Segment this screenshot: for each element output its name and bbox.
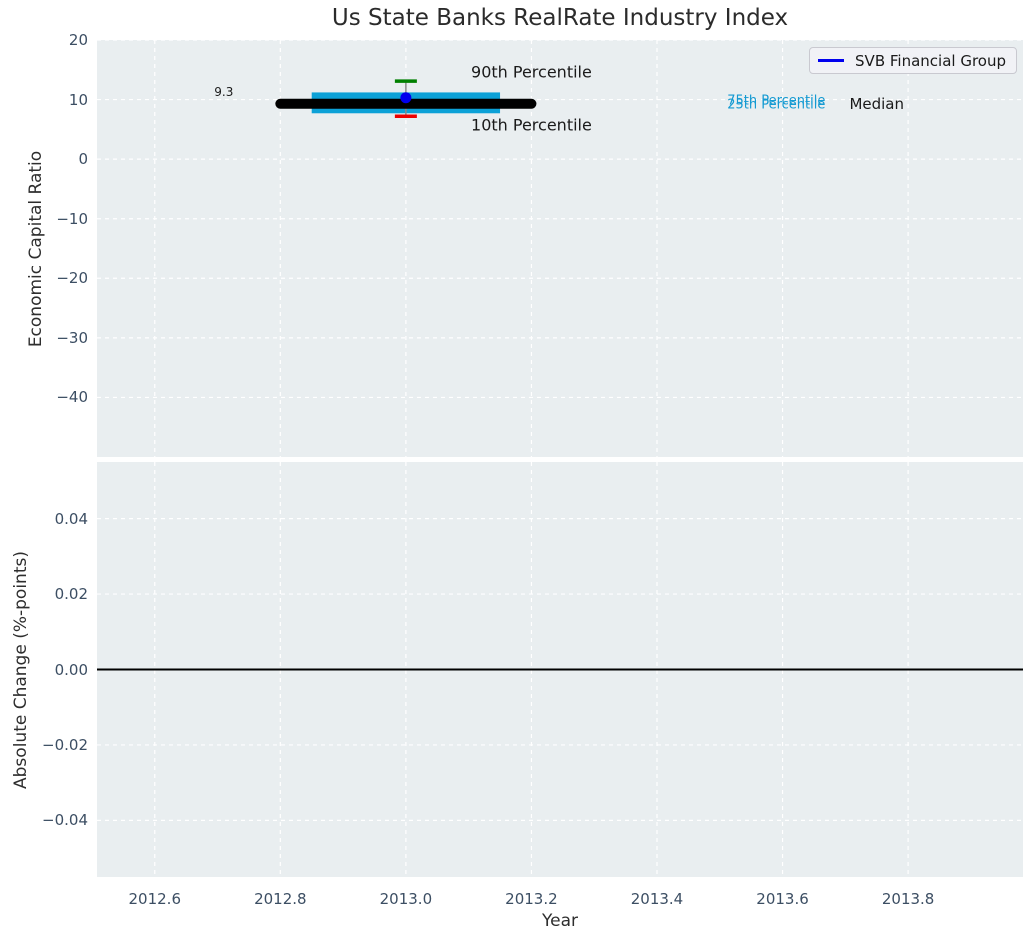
top-y-axis-label: Economic Capital Ratio <box>26 150 46 348</box>
xtick-label: 2013.6 <box>756 890 809 908</box>
bottom-ytick-label: −0.04 <box>42 811 88 830</box>
xtick-label: 2013.2 <box>505 890 558 908</box>
p25-label: 25th Percentile <box>727 97 826 113</box>
top-ytick-label: −40 <box>56 388 88 407</box>
xtick-label: 2013.4 <box>630 890 684 908</box>
top-ytick-label: −20 <box>56 269 88 288</box>
top-ytick-label: −10 <box>56 209 88 228</box>
xtick-label: 2012.8 <box>254 890 307 908</box>
p90-label: 90th Percentile <box>471 62 592 82</box>
xtick-label: 2013.8 <box>881 890 935 908</box>
chart-title: Us State Banks RealRate Industry Index <box>331 5 789 31</box>
legend-label: SVB Financial Group <box>855 51 1006 70</box>
p75-label: 75th Percentile <box>727 93 826 109</box>
xtick-label: 2012.6 <box>128 890 182 908</box>
svb-marker-point <box>400 92 412 104</box>
top-ytick-label: 20 <box>68 31 88 49</box>
x-axis-label: Year <box>542 911 578 931</box>
xtick-label: 2013.0 <box>379 890 433 908</box>
top-ytick-label: 0 <box>78 150 88 169</box>
top-ytick-label: 10 <box>68 90 88 109</box>
bottom-ytick-label: 0.00 <box>54 660 88 679</box>
bottom-ytick-label: 0.02 <box>54 585 88 604</box>
legend: SVB Financial Group <box>809 47 1017 74</box>
median-value-label: 9.3 <box>214 84 234 99</box>
top-axes-background <box>97 40 1023 457</box>
p10-label: 10th Percentile <box>471 115 592 135</box>
bottom-ytick-label: 0.04 <box>54 509 88 528</box>
median-text-label: Median <box>849 94 904 113</box>
bottom-ytick-label: −0.02 <box>42 735 88 754</box>
top-ytick-label: −30 <box>56 328 88 347</box>
legend-line-sample-icon <box>818 59 845 62</box>
